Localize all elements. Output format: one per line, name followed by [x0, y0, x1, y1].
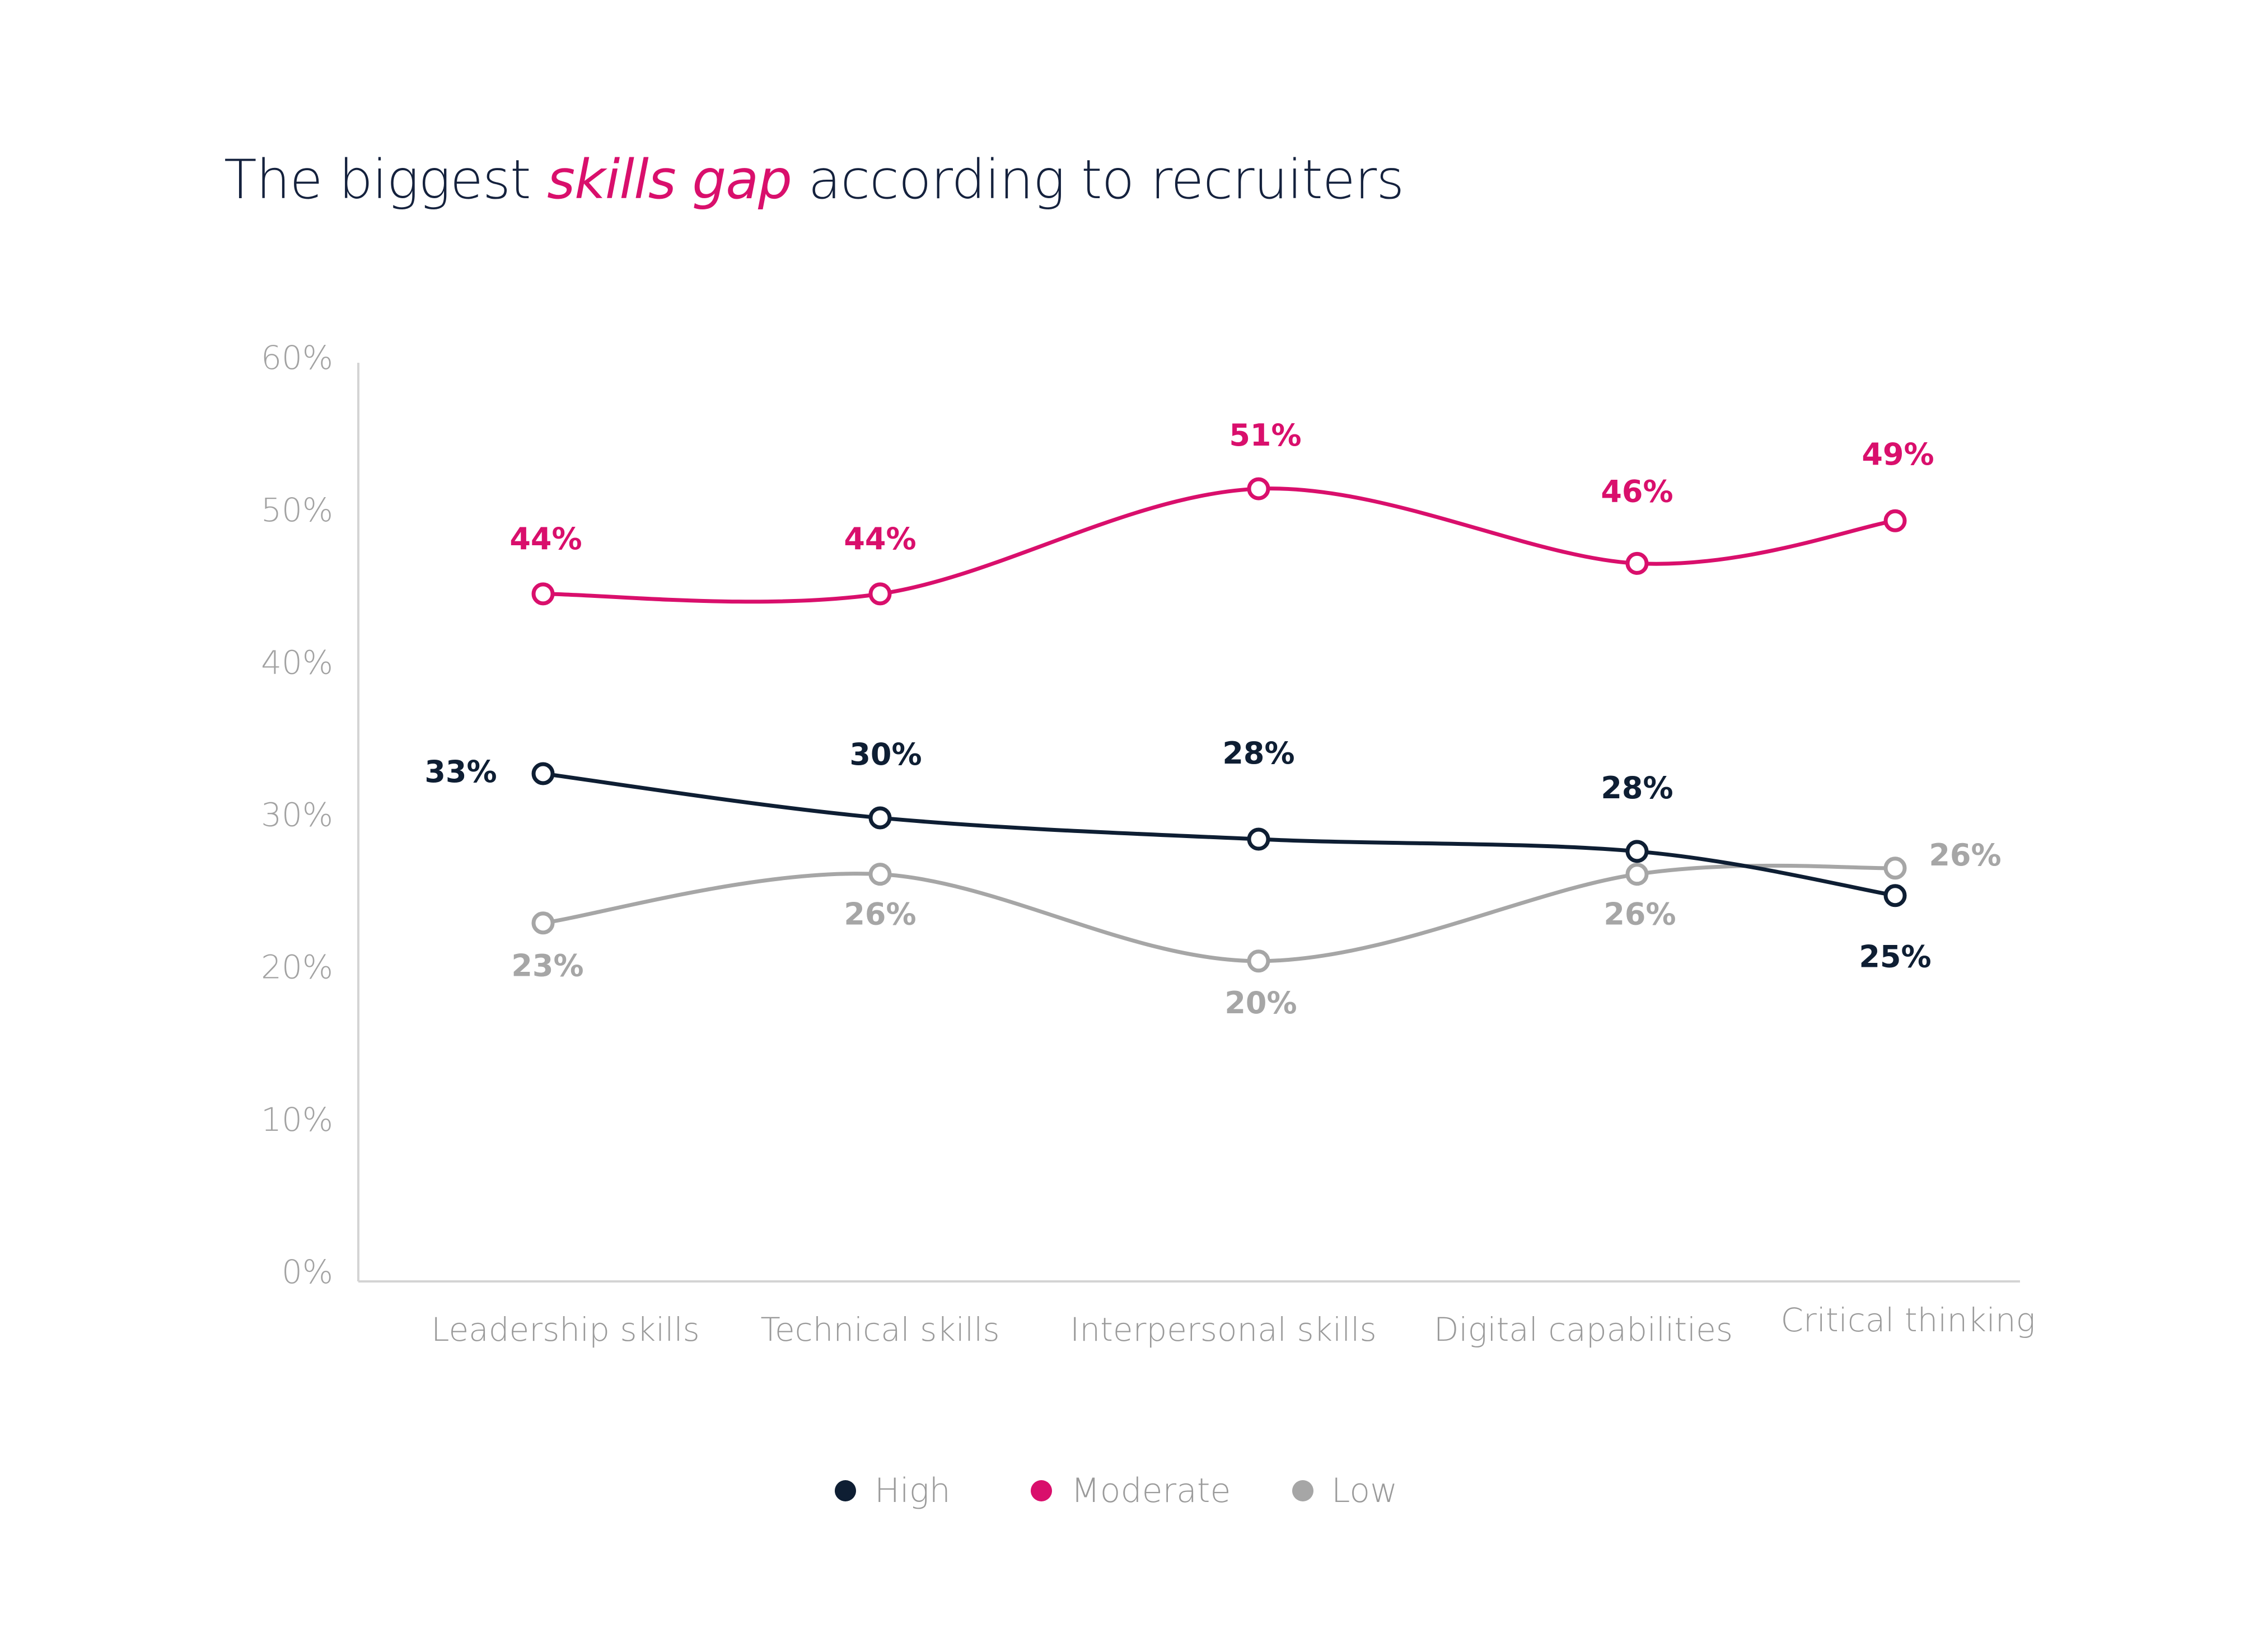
axes — [357, 363, 2020, 1283]
x-axis-labels: Leadership skills Technical skills Interpe… — [431, 1301, 2035, 1349]
value-label-low: 26% — [1929, 837, 2001, 873]
legend-marker-moderate — [1031, 1480, 1052, 1501]
y-axis-ticks: 0% 10% 20% 30% 40% 50% 60% — [261, 339, 333, 1291]
series-points — [531, 477, 1907, 973]
point-high — [1625, 840, 1649, 863]
point-moderate — [868, 582, 892, 606]
legend-label-moderate: Moderate — [1071, 1471, 1231, 1510]
x-category-label: Leadership skills — [431, 1311, 700, 1349]
y-tick-label: 10% — [261, 1101, 333, 1139]
value-label-low: 26% — [844, 897, 916, 932]
value-label-moderate: 49% — [1862, 437, 1934, 472]
point-high — [531, 762, 555, 785]
point-high — [868, 806, 892, 830]
legend-marker-high — [835, 1480, 856, 1501]
x-category-label: Technical skills — [760, 1311, 999, 1349]
point-low — [868, 863, 892, 886]
x-category-label: Digital capabilities — [1434, 1311, 1733, 1349]
series-line-low — [541, 863, 1897, 963]
value-label-high: 28% — [1601, 770, 1673, 806]
point-high — [1247, 827, 1270, 851]
value-label-low: 26% — [1603, 897, 1676, 932]
y-tick-label: 50% — [261, 491, 333, 529]
value-label-high: 25% — [1859, 939, 1931, 975]
series-line-moderate — [541, 486, 1897, 604]
y-tick-label: 60% — [261, 339, 333, 377]
value-label-high: 30% — [849, 737, 922, 772]
y-tick-label: 40% — [261, 643, 333, 681]
point-low — [1883, 857, 1907, 880]
value-label-low: 20% — [1224, 985, 1297, 1021]
value-label-moderate: 44% — [509, 521, 582, 556]
point-moderate — [1625, 551, 1649, 575]
value-labels: 23% 26% 20% 26% 26% 44% 44% 51% 46% 49% 33% 30% 28% 2… — [424, 418, 2001, 1021]
legend-label-high: High — [875, 1471, 951, 1510]
legend-label-low: Low — [1331, 1471, 1397, 1510]
legend: High Moderate Low — [835, 1471, 1397, 1510]
point-moderate — [1247, 477, 1270, 500]
value-label-high: 28% — [1222, 736, 1294, 771]
title-suffix: according to recruiters — [791, 148, 1405, 211]
value-label-moderate: 46% — [1601, 474, 1673, 509]
y-tick-label: 0% — [282, 1253, 333, 1291]
y-tick-label: 30% — [261, 796, 333, 834]
x-category-label: Interpersonal skills — [1070, 1311, 1376, 1349]
series-line-high — [541, 771, 1897, 898]
point-low — [1247, 949, 1270, 973]
chart-title: The biggest skills gap according to recr… — [224, 148, 1404, 211]
title-highlight: skills gap — [547, 148, 792, 211]
point-high — [1883, 884, 1907, 907]
value-label-low: 23% — [511, 948, 583, 984]
series-lines — [541, 486, 1897, 963]
point-low — [1625, 863, 1649, 886]
title-prefix: The biggest — [224, 148, 548, 211]
value-label-high: 33% — [424, 754, 497, 789]
point-low — [531, 911, 555, 935]
point-moderate — [531, 582, 555, 606]
point-moderate — [1883, 509, 1907, 532]
x-category-label: Critical thinking — [1781, 1301, 2036, 1339]
legend-marker-low — [1292, 1480, 1313, 1501]
value-label-moderate: 44% — [844, 521, 916, 556]
y-tick-label: 20% — [261, 948, 333, 986]
value-label-moderate: 51% — [1229, 418, 1301, 453]
